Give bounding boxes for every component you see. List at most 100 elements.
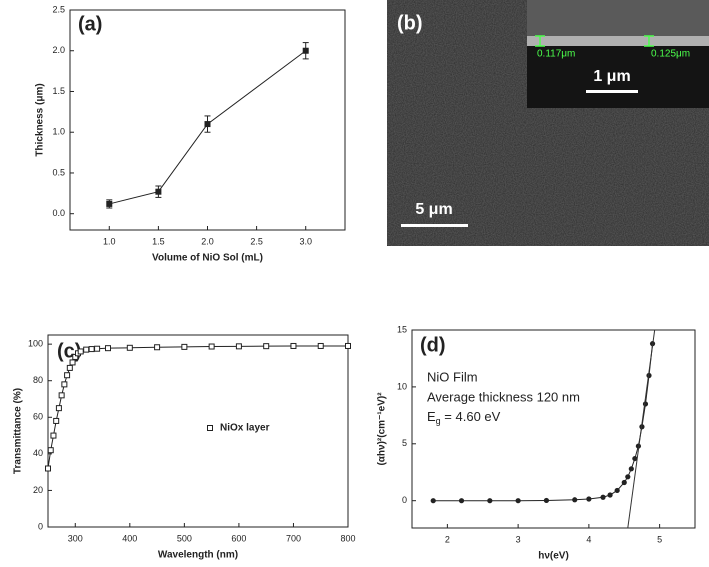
x-axis-label: Volume of NiO Sol (mL)	[152, 253, 263, 264]
y-axis-label: Thickness (μm)	[35, 83, 46, 156]
y-tick-label: 1.5	[52, 86, 65, 96]
plot-frame	[411, 329, 696, 529]
marker	[646, 372, 652, 379]
x-tick-label: 2.5	[250, 236, 263, 246]
scale-label: 5 μm	[415, 201, 452, 218]
tangent-line	[627, 329, 656, 529]
x-tick-label: 4	[586, 534, 591, 544]
y-tick-label: 0.5	[52, 167, 65, 177]
marker	[53, 417, 60, 424]
legend-label: NiOx layer	[220, 423, 270, 434]
marker	[55, 405, 62, 412]
x-axis-label: Wavelength (nm)	[158, 550, 238, 561]
x-tick-label: 500	[177, 533, 192, 543]
marker	[50, 432, 57, 439]
annotation-part: E	[427, 409, 436, 424]
x-tick-label: 2	[445, 534, 450, 544]
series-line	[109, 50, 307, 205]
x-tick-label: 700	[286, 533, 301, 543]
series-line	[47, 345, 348, 469]
marker	[487, 498, 493, 504]
marker	[105, 345, 111, 352]
x-tick-label: 1.0	[103, 236, 116, 246]
marker	[600, 494, 606, 500]
inset-scale-bar	[586, 90, 638, 93]
marker	[83, 346, 90, 353]
marker	[126, 344, 133, 351]
marker	[317, 342, 324, 349]
x-tick-label: 2.0	[201, 236, 214, 246]
marker	[621, 479, 627, 486]
y-tick-label: 100	[28, 339, 43, 349]
marker	[66, 364, 73, 371]
marker	[625, 474, 631, 480]
marker	[345, 342, 351, 349]
marker	[635, 443, 642, 449]
annotation: Average thickness 120 nm	[427, 389, 580, 404]
marker	[235, 343, 242, 350]
marker	[45, 465, 51, 472]
inset-edge	[527, 36, 709, 46]
marker	[458, 498, 465, 504]
marker	[208, 343, 215, 350]
x-tick-label: 400	[122, 533, 137, 543]
scale-bar	[401, 224, 468, 227]
annotation: NiO Film	[427, 369, 478, 384]
y-tick-label: 2.5	[52, 4, 65, 14]
y-tick-label: 40	[33, 448, 43, 458]
marker	[515, 498, 521, 504]
marker	[204, 121, 211, 128]
marker	[572, 497, 578, 503]
y-tick-label: 1.0	[52, 127, 65, 137]
marker	[263, 343, 270, 350]
y-tick-label: 60	[33, 412, 43, 422]
x-axis-label: hν(eV)	[538, 551, 569, 562]
annotation: Eg = 4.60 eV	[427, 409, 501, 426]
marker	[64, 372, 71, 379]
marker	[632, 455, 638, 462]
marker	[290, 342, 297, 349]
marker	[61, 381, 68, 388]
marker	[69, 359, 76, 366]
marker	[642, 401, 649, 407]
y-tick-label: 0	[402, 495, 407, 505]
y-tick-label: 80	[33, 375, 43, 385]
x-tick-label: 300	[68, 533, 83, 543]
marker	[586, 496, 592, 502]
inset-film	[527, 0, 709, 40]
inset-scale-label: 1 μm	[593, 68, 630, 85]
marker	[628, 466, 634, 472]
annotation-part: g	[436, 416, 441, 426]
panel-label: (b)	[397, 12, 423, 34]
marker	[58, 392, 65, 399]
y-tick-label: 2.0	[52, 45, 65, 55]
panel-label: (d)	[420, 334, 446, 356]
legend-marker	[207, 425, 213, 431]
x-tick-label: 3	[516, 534, 521, 544]
y-tick-label: 10	[397, 381, 407, 391]
measurement: 0.117μm	[537, 49, 575, 60]
y-axis-label: Transmittance (%)	[13, 388, 24, 474]
marker	[181, 343, 188, 350]
marker	[607, 492, 613, 498]
measurement: 0.125μm	[651, 49, 690, 60]
marker	[94, 345, 101, 352]
y-tick-label: 20	[33, 485, 43, 495]
annotation-part: = 4.60 eV	[441, 409, 501, 424]
x-tick-label: 1.5	[152, 236, 165, 246]
x-tick-label: 800	[340, 533, 355, 543]
y-axis-label: (αhν)²(cm⁻¹eV)²	[377, 392, 388, 466]
y-tick-label: 15	[397, 324, 407, 334]
sem-image: 0.117μm 0.125μm 1 μm (b) 5 μm	[387, 0, 709, 246]
marker	[47, 447, 54, 454]
y-tick-label: 0	[38, 521, 43, 531]
marker	[88, 346, 95, 353]
marker	[77, 348, 84, 355]
marker	[614, 487, 620, 494]
marker	[155, 188, 162, 195]
marker	[430, 498, 436, 504]
marker	[154, 344, 161, 351]
y-tick-label: 5	[402, 438, 407, 448]
marker	[302, 47, 309, 54]
marker	[106, 200, 113, 207]
